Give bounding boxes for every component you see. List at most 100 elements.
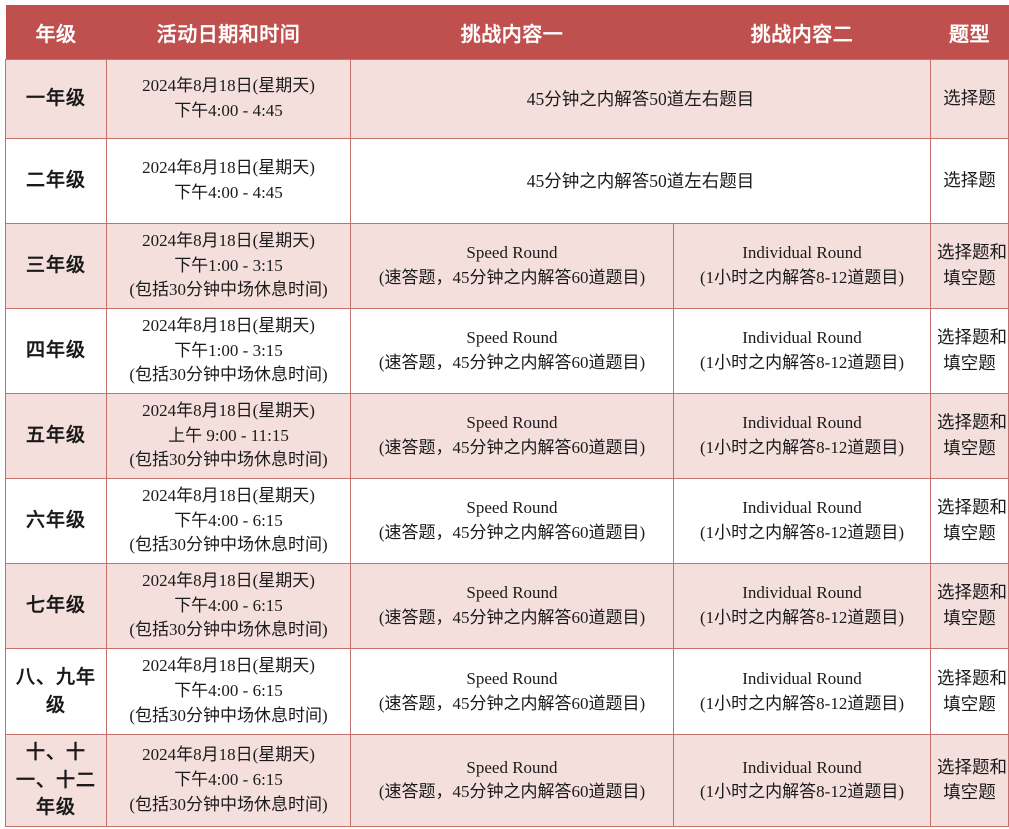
competition-schedule-table: 年级 活动日期和时间 挑战内容一 挑战内容二 题型 一年级 2024年8月18日…	[5, 5, 1009, 827]
table-row: 八、九年级 2024年8月18日(星期天) 下午4:00 - 6:15 (包括3…	[5, 648, 1009, 735]
column-header-datetime: 活动日期和时间	[106, 5, 351, 60]
cell-challenge-one: Speed Round (速答题，45分钟之内解答60道题目)	[350, 308, 674, 394]
cell-challenge-one: Speed Round (速答题，45分钟之内解答60道题目)	[350, 478, 674, 564]
challenge-two-title: Individual Round	[742, 413, 862, 433]
datetime-line-3: (包括30分钟中场休息时间)	[129, 794, 328, 814]
challenge-one-detail: (速答题，45分钟之内解答60道题目)	[378, 353, 646, 372]
datetime-line-3: (包括30分钟中场休息时间)	[129, 365, 328, 385]
cell-question-type: 选择题和 填空题	[930, 308, 1009, 394]
table-row: 二年级 2024年8月18日(星期天) 下午4:00 - 4:45 45分钟之内…	[5, 138, 1009, 224]
cell-datetime: 2024年8月18日(星期天) 下午4:00 - 4:45	[106, 138, 351, 224]
cell-grade: 八、九年级	[5, 648, 107, 735]
cell-challenge-two: Individual Round (1小时之内解答8-12道题目)	[673, 563, 931, 649]
question-type-line-2: 填空题	[943, 693, 996, 714]
table-row: 七年级 2024年8月18日(星期天) 下午4:00 - 6:15 (包括30分…	[5, 563, 1009, 649]
cell-challenge-two: Individual Round (1小时之内解答8-12道题目)	[673, 393, 931, 479]
datetime-line-1: 2024年8月18日(星期天)	[142, 485, 315, 505]
cell-question-type: 选择题和 填空题	[930, 478, 1009, 564]
cell-question-type: 选择题和 填空题	[930, 734, 1009, 827]
datetime-line-2: 下午4:00 - 4:45	[174, 183, 283, 202]
datetime-line-1: 2024年8月18日(星期天)	[142, 400, 315, 420]
datetime-line-2: 下午4:00 - 4:45	[174, 101, 283, 120]
question-type-line-2: 填空题	[943, 353, 996, 373]
challenge-two-detail: (1小时之内解答8-12道题目)	[700, 693, 904, 713]
table-body: 一年级 2024年8月18日(星期天) 下午4:00 - 4:45 45分钟之内…	[5, 59, 1009, 827]
datetime-line-2: 下午1:00 - 3:15	[174, 340, 283, 360]
cell-grade: 三年级	[5, 223, 107, 309]
cell-grade: 一年级	[5, 59, 107, 139]
challenge-two-detail: (1小时之内解答8-12道题目)	[700, 438, 904, 457]
table-row: 四年级 2024年8月18日(星期天) 下午1:00 - 3:15 (包括30分…	[5, 308, 1009, 394]
datetime-line-3: (包括30分钟中场休息时间)	[129, 280, 328, 300]
challenge-one-title: Speed Round	[466, 668, 558, 688]
cell-challenge-two: Individual Round (1小时之内解答8-12道题目)	[673, 223, 931, 309]
cell-challenge-one: Speed Round (速答题，45分钟之内解答60道题目)	[350, 563, 674, 649]
table-row: 三年级 2024年8月18日(星期天) 下午1:00 - 3:15 (包括30分…	[5, 223, 1009, 309]
question-type-line-2: 填空题	[943, 782, 996, 803]
challenge-one-title: Speed Round	[466, 757, 558, 777]
challenge-two-detail: (1小时之内解答8-12道题目)	[700, 523, 904, 542]
cell-challenge-merged: 45分钟之内解答50道左右题目	[350, 138, 931, 224]
challenge-two-title: Individual Round	[742, 668, 862, 688]
challenge-one-title: Speed Round	[466, 243, 558, 263]
cell-challenge-two: Individual Round (1小时之内解答8-12道题目)	[673, 478, 931, 564]
cell-datetime: 2024年8月18日(星期天) 下午1:00 - 3:15 (包括30分钟中场休…	[106, 223, 351, 309]
challenge-one-detail: (速答题，45分钟之内解答60道题目)	[378, 782, 646, 802]
challenge-two-title: Individual Round	[742, 328, 862, 348]
cell-datetime: 2024年8月18日(星期天) 下午4:00 - 4:45	[106, 59, 351, 139]
datetime-line-1: 2024年8月18日(星期天)	[142, 745, 315, 765]
cell-challenge-one: Speed Round (速答题，45分钟之内解答60道题目)	[350, 223, 674, 309]
challenge-two-detail: (1小时之内解答8-12道题目)	[700, 268, 904, 287]
cell-question-type: 选择题	[930, 59, 1009, 139]
cell-datetime: 2024年8月18日(星期天) 下午4:00 - 6:15 (包括30分钟中场休…	[106, 478, 351, 564]
column-header-challenge-one: 挑战内容一	[350, 5, 674, 60]
challenge-one-detail: (速答题，45分钟之内解答60道题目)	[378, 438, 646, 457]
cell-grade: 七年级	[5, 563, 107, 649]
datetime-line-3: (包括30分钟中场休息时间)	[129, 450, 328, 470]
datetime-line-1: 2024年8月18日(星期天)	[142, 315, 315, 335]
datetime-line-2: 下午4:00 - 6:15	[174, 510, 283, 530]
datetime-line-1: 2024年8月18日(星期天)	[142, 656, 315, 676]
question-type-line-2: 填空题	[943, 268, 996, 288]
datetime-line-1: 2024年8月18日(星期天)	[142, 570, 315, 590]
datetime-line-2: 下午4:00 - 6:15	[174, 595, 283, 615]
challenge-one-title: Speed Round	[466, 328, 558, 348]
cell-question-type: 选择题和 填空题	[930, 648, 1009, 735]
question-type-line-1: 选择题和	[937, 242, 1007, 263]
table-header: 年级 活动日期和时间 挑战内容一 挑战内容二 题型	[5, 5, 1009, 60]
challenge-one-detail: (速答题，45分钟之内解答60道题目)	[378, 268, 646, 287]
cell-challenge-merged: 45分钟之内解答50道左右题目	[350, 59, 931, 139]
cell-challenge-one: Speed Round (速答题，45分钟之内解答60道题目)	[350, 393, 674, 479]
cell-datetime: 2024年8月18日(星期天) 下午4:00 - 6:15 (包括30分钟中场休…	[106, 563, 351, 649]
challenge-two-detail: (1小时之内解答8-12道题目)	[700, 782, 904, 802]
challenge-two-detail: (1小时之内解答8-12道题目)	[700, 353, 904, 372]
table-row: 六年级 2024年8月18日(星期天) 下午4:00 - 6:15 (包括30分…	[5, 478, 1009, 564]
datetime-line-1: 2024年8月18日(星期天)	[142, 158, 315, 178]
cell-datetime: 2024年8月18日(星期天) 上午 9:00 - 11:15 (包括30分钟中…	[106, 393, 351, 479]
cell-question-type: 选择题和 填空题	[930, 563, 1009, 649]
cell-datetime: 2024年8月18日(星期天) 下午4:00 - 6:15 (包括30分钟中场休…	[106, 648, 351, 735]
datetime-line-1: 2024年8月18日(星期天)	[142, 76, 315, 96]
datetime-line-3: (包括30分钟中场休息时间)	[129, 705, 328, 725]
cell-grade: 六年级	[5, 478, 107, 564]
datetime-line-3: (包括30分钟中场休息时间)	[129, 535, 328, 555]
question-type-line-1: 选择题和	[937, 667, 1007, 688]
challenge-one-detail: (速答题，45分钟之内解答60道题目)	[378, 693, 646, 713]
column-header-challenge-two: 挑战内容二	[673, 5, 931, 60]
question-type-line-2: 填空题	[943, 523, 996, 543]
challenge-two-title: Individual Round	[742, 243, 862, 263]
challenge-two-detail: (1小时之内解答8-12道题目)	[700, 608, 904, 627]
question-type-line-2: 填空题	[943, 438, 996, 458]
cell-question-type: 选择题	[930, 138, 1009, 224]
question-type-line-1: 选择题和	[937, 327, 1007, 348]
challenge-two-title: Individual Round	[742, 498, 862, 518]
table-row: 十、十一、十二年级 2024年8月18日(星期天) 下午4:00 - 6:15 …	[5, 734, 1009, 827]
challenge-one-title: Speed Round	[466, 498, 558, 518]
cell-grade: 四年级	[5, 308, 107, 394]
cell-grade: 二年级	[5, 138, 107, 224]
challenge-one-title: Speed Round	[466, 583, 558, 603]
cell-grade: 十、十一、十二年级	[5, 734, 107, 827]
cell-challenge-two: Individual Round (1小时之内解答8-12道题目)	[673, 734, 931, 827]
datetime-line-2: 下午4:00 - 6:15	[174, 681, 283, 701]
